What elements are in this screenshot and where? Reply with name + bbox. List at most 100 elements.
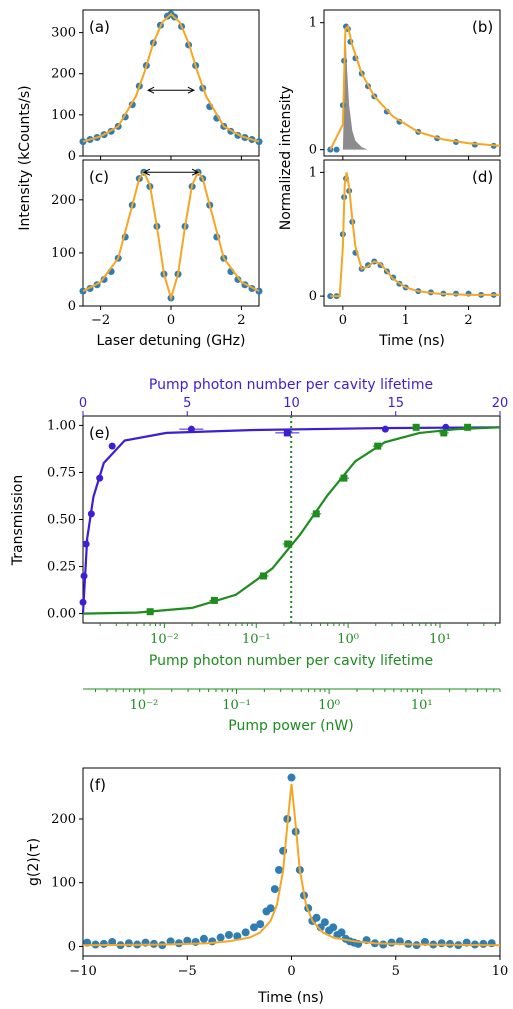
b-irf-area — [342, 29, 368, 150]
f-data-point — [387, 938, 396, 947]
e-top-axis-label: Pump photon number per cavity lifetime — [149, 377, 433, 393]
a-fwhm-arrow-head — [187, 86, 195, 94]
c-y-tick-label: 0 — [68, 299, 76, 314]
e-top-tick-label: 15 — [387, 396, 404, 411]
c-split-arrow-head — [191, 168, 200, 176]
c-fit-line — [82, 170, 260, 302]
panel-f-label: (f) — [89, 776, 106, 794]
f-x-tick-label: 5 — [392, 964, 400, 979]
power-axis-tick-label: 10⁰ — [318, 698, 340, 713]
c-split-arrow-head — [142, 168, 151, 176]
e-y-tick-label: 0.25 — [47, 560, 76, 575]
e-green-data-point — [440, 429, 448, 437]
a-data-point — [79, 138, 87, 146]
d-y-tick-label: 1 — [309, 165, 317, 180]
e-top-tick-label: 5 — [183, 396, 191, 411]
e-green-data-point — [340, 474, 348, 482]
panel-b-frame — [323, 9, 501, 157]
f-data-point — [124, 939, 133, 948]
power-axis-tick-label: 10⁻² — [130, 698, 159, 713]
f-data-point — [183, 936, 192, 945]
a-y-tick-label: 300 — [51, 26, 76, 41]
e-power-axis-label: Pump power (nW) — [228, 718, 353, 734]
d-x-tick-label: 2 — [464, 313, 472, 328]
f-data-point — [224, 930, 233, 939]
f-data-point — [437, 939, 446, 948]
c-data-point — [255, 287, 263, 295]
b-y-tick-label: 1 — [309, 16, 317, 31]
e-green-data-point — [210, 596, 218, 604]
e-purple-data-point — [96, 474, 104, 482]
a-y-tick-label: 0 — [68, 149, 76, 164]
f-y-axis-label: g(2)(τ) — [26, 838, 42, 886]
f-data-point — [99, 939, 108, 948]
e-purple-data-point — [79, 598, 87, 606]
panel-c-frame — [82, 159, 260, 307]
f-data-point — [249, 923, 258, 932]
d-y-tick-label: 0 — [309, 289, 317, 304]
f-data-point — [241, 928, 250, 937]
c-x-tick-label: −2 — [91, 313, 110, 328]
e-green-fit-line — [82, 426, 501, 615]
e-y-tick-label: 1.00 — [47, 418, 76, 433]
d-data-point — [327, 293, 334, 300]
b-data-point — [333, 146, 340, 153]
e-purple-fit-line — [81, 426, 501, 614]
f-y-tick-label: 0 — [68, 939, 76, 954]
left-y-axis-label: Intensity (kCounts/s) — [17, 85, 33, 230]
top-right-x-axis-label: Time (ns) — [378, 333, 445, 349]
c-y-tick-label: 200 — [51, 193, 76, 208]
b-y-tick-label: 0 — [309, 143, 317, 158]
panel-d-label: (d) — [472, 168, 493, 186]
e-green-data-point — [284, 540, 292, 548]
c-x-tick-label: 0 — [167, 313, 175, 328]
panel-e-label: (e) — [89, 424, 110, 442]
f-data-point — [320, 918, 329, 927]
f-data-point — [266, 904, 275, 913]
panel-c-label: (c) — [89, 168, 109, 186]
f-data-point — [216, 933, 225, 942]
power-axis-tick-label: 10⁻¹ — [222, 698, 251, 713]
e-purple-data-point — [108, 442, 116, 450]
f-data-point — [256, 920, 265, 929]
e-purple-data-point — [187, 425, 195, 433]
e-purple-data-point — [87, 510, 95, 518]
f-data-point — [329, 923, 338, 932]
f-data-point — [287, 773, 296, 782]
e-x-tick-label: 10⁻¹ — [242, 632, 271, 647]
f-data-point — [312, 913, 321, 922]
d-x-tick-label: 1 — [402, 313, 410, 328]
panel-d-frame — [323, 159, 501, 307]
c-data-point — [79, 287, 87, 295]
f-fit-line — [82, 783, 501, 947]
e-x-tick-label: 10⁻² — [150, 632, 179, 647]
e-green-data-point — [464, 423, 472, 431]
e-y-axis-label: Transmission — [10, 475, 26, 566]
f-x-tick-label: −5 — [178, 964, 197, 979]
f-data-point — [191, 937, 200, 946]
f-y-tick-label: 100 — [51, 876, 76, 891]
d-x-tick-label: 0 — [339, 313, 347, 328]
f-data-point — [274, 865, 283, 874]
panel-a-label: (a) — [89, 18, 110, 36]
f-data-point — [233, 932, 242, 941]
a-y-tick-label: 100 — [51, 108, 76, 123]
f-data-point — [479, 939, 488, 948]
f-x-tick-label: 10 — [492, 964, 509, 979]
e-top-tick-label: 10 — [283, 396, 300, 411]
e-top-tick-label: 0 — [79, 396, 87, 411]
a-data-point — [255, 138, 263, 146]
e-green-data-point — [260, 572, 268, 580]
e-y-tick-label: 0.00 — [47, 607, 76, 622]
e-green-data-point — [146, 608, 154, 616]
a-fwhm-arrow-head — [147, 86, 155, 94]
e-x-tick-label: 10¹ — [429, 632, 451, 647]
e-purple-data-point — [381, 425, 389, 433]
f-data-point — [199, 934, 208, 943]
f-data-point — [337, 928, 346, 937]
right-y-axis-label: Normalized intensity — [278, 86, 294, 231]
f-x-axis-label: Time (ns) — [257, 990, 324, 1006]
c-x-tick-label: 2 — [237, 313, 245, 328]
top-left-x-axis-label: Laser detuning (GHz) — [97, 333, 246, 349]
